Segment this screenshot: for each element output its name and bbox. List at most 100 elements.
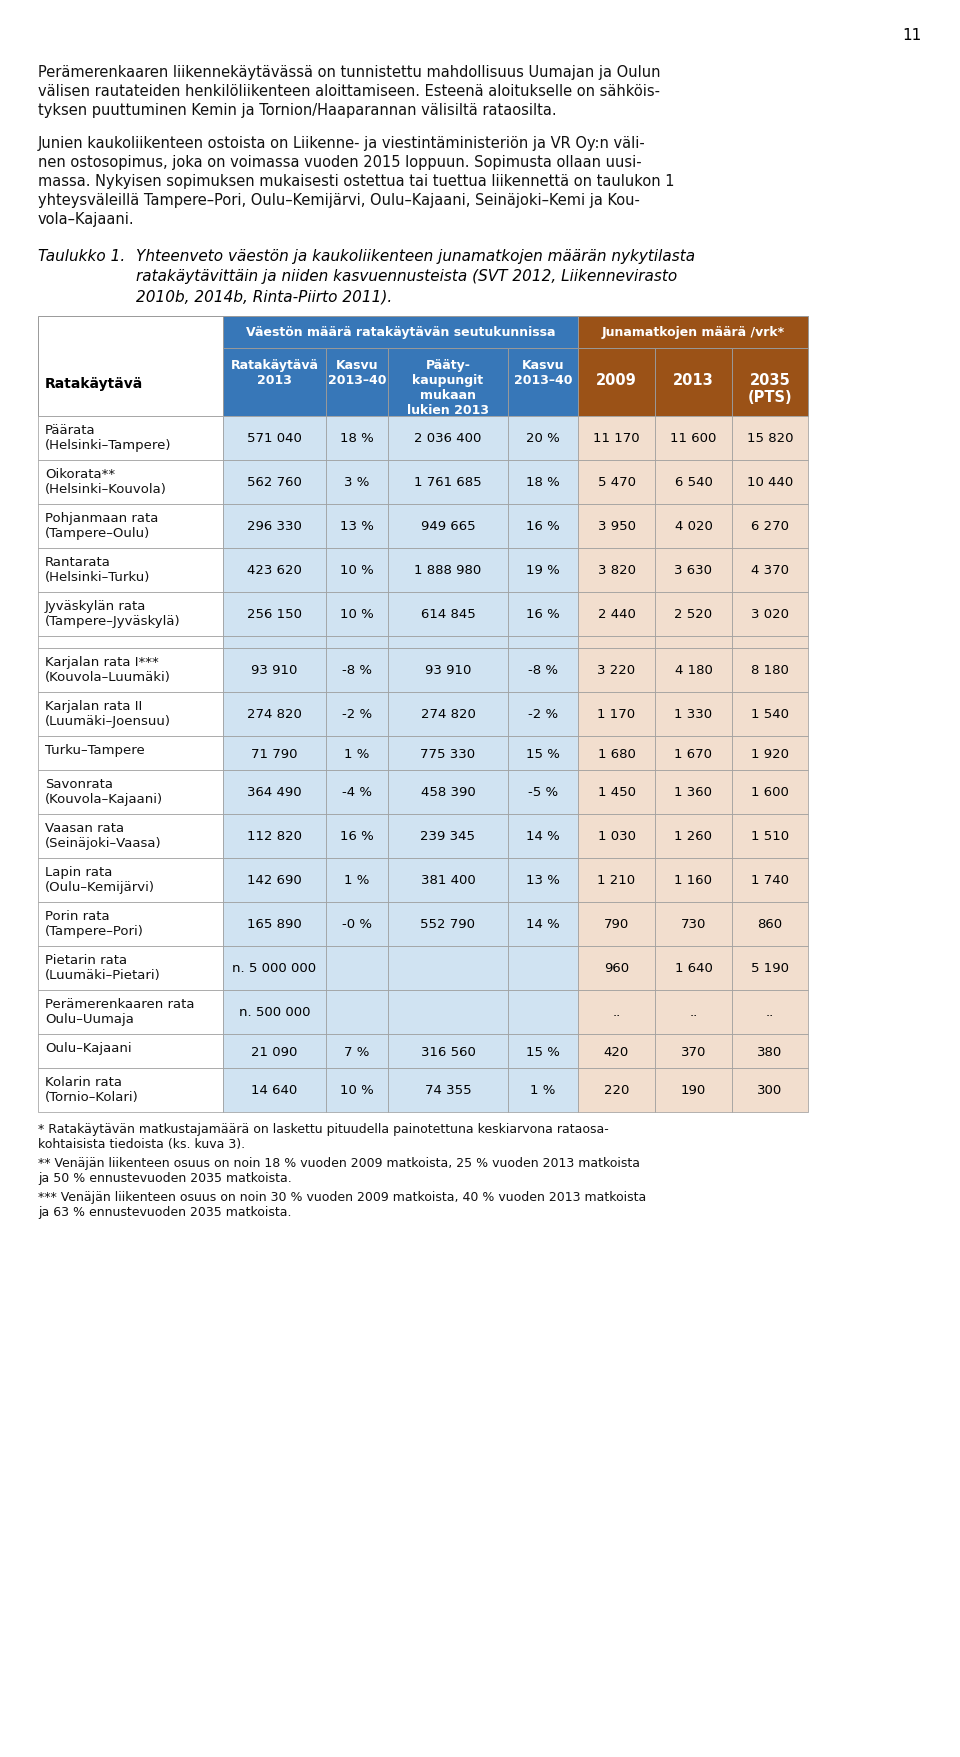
Bar bbox=[578, 947, 655, 991]
Text: massa. Nykyisen sopimuksen mukaisesti ostettua tai tuettua liikennettä on tauluk: massa. Nykyisen sopimuksen mukaisesti os… bbox=[38, 174, 675, 190]
Text: Vaasan rata
(Seinäjoki–Vaasa): Vaasan rata (Seinäjoki–Vaasa) bbox=[45, 822, 161, 850]
Bar bbox=[326, 1035, 388, 1068]
Text: 2013: 2013 bbox=[673, 372, 714, 388]
Bar bbox=[508, 504, 578, 548]
Text: 1 450: 1 450 bbox=[597, 785, 636, 799]
Text: 775 330: 775 330 bbox=[420, 747, 475, 761]
Text: -2 %: -2 % bbox=[528, 708, 558, 720]
Bar bbox=[388, 859, 508, 903]
Bar bbox=[508, 350, 578, 416]
Bar bbox=[223, 859, 326, 903]
Text: Päärata
(Helsinki–Tampere): Päärata (Helsinki–Tampere) bbox=[45, 423, 172, 452]
Text: tyksen puuttuminen Kemin ja Tornion/Haaparannan välisiltä rataosilta.: tyksen puuttuminen Kemin ja Tornion/Haap… bbox=[38, 104, 557, 118]
Text: 112 820: 112 820 bbox=[247, 829, 302, 843]
Bar bbox=[732, 771, 808, 815]
Bar bbox=[508, 903, 578, 947]
Text: *** Venäjän liikenteen osuus on noin 30 % vuoden 2009 matkoista, 40 % vuoden 201: *** Venäjän liikenteen osuus on noin 30 … bbox=[38, 1189, 646, 1204]
Bar bbox=[508, 736, 578, 771]
Bar bbox=[223, 350, 326, 416]
Bar bbox=[326, 592, 388, 636]
Text: Kasvu
2013–40: Kasvu 2013–40 bbox=[514, 358, 572, 387]
Text: 3 950: 3 950 bbox=[597, 520, 636, 532]
Bar bbox=[578, 903, 655, 947]
Bar bbox=[508, 548, 578, 592]
Bar bbox=[732, 548, 808, 592]
Text: Junamatkojen määrä /vrk*: Junamatkojen määrä /vrk* bbox=[601, 325, 784, 339]
Text: 71 790: 71 790 bbox=[252, 747, 298, 761]
Text: 860: 860 bbox=[757, 917, 782, 931]
Text: Karjalan rata I***
(Kouvola–Luumäki): Karjalan rata I*** (Kouvola–Luumäki) bbox=[45, 655, 171, 683]
Bar bbox=[326, 859, 388, 903]
Text: 6 270: 6 270 bbox=[751, 520, 789, 532]
Text: 2009: 2009 bbox=[596, 372, 636, 388]
Bar bbox=[655, 1035, 732, 1068]
Bar bbox=[388, 903, 508, 947]
Text: 1 920: 1 920 bbox=[751, 747, 789, 761]
Bar bbox=[655, 416, 732, 460]
Text: 190: 190 bbox=[681, 1084, 707, 1096]
Text: 16 %: 16 % bbox=[340, 829, 373, 843]
Text: -0 %: -0 % bbox=[342, 917, 372, 931]
Text: 380: 380 bbox=[757, 1045, 782, 1058]
Text: Oikorata**
(Helsinki–Kouvola): Oikorata** (Helsinki–Kouvola) bbox=[45, 467, 167, 495]
Bar bbox=[223, 1035, 326, 1068]
Bar bbox=[223, 636, 326, 648]
Text: ratakäytävittäin ja niiden kasvuennusteista (SVT 2012, Liikennevirasto: ratakäytävittäin ja niiden kasvuennustei… bbox=[136, 269, 677, 285]
Bar bbox=[578, 460, 655, 504]
Bar bbox=[38, 316, 223, 416]
Text: 1 260: 1 260 bbox=[675, 829, 712, 843]
Bar bbox=[732, 416, 808, 460]
Bar bbox=[223, 416, 326, 460]
Bar bbox=[655, 648, 732, 692]
Text: ..: .. bbox=[766, 1007, 774, 1019]
Bar bbox=[388, 648, 508, 692]
Bar bbox=[732, 636, 808, 648]
Bar bbox=[578, 1035, 655, 1068]
Bar bbox=[388, 460, 508, 504]
Text: Karjalan rata II
(Luumäki–Joensuu): Karjalan rata II (Luumäki–Joensuu) bbox=[45, 699, 171, 727]
Bar bbox=[655, 991, 732, 1035]
Text: Jyväskylän rata
(Tampere–Jyväskylä): Jyväskylän rata (Tampere–Jyväskylä) bbox=[45, 599, 180, 627]
Text: 18 %: 18 % bbox=[526, 476, 560, 488]
Text: 11 600: 11 600 bbox=[670, 432, 717, 445]
Text: 296 330: 296 330 bbox=[247, 520, 302, 532]
Bar bbox=[508, 991, 578, 1035]
Text: 3 820: 3 820 bbox=[597, 564, 636, 576]
Text: Pääty-
kaupungit
mukaan
lukien 2013: Pääty- kaupungit mukaan lukien 2013 bbox=[407, 358, 489, 416]
Bar bbox=[326, 736, 388, 771]
Text: välisen rautateiden henkilöliikenteen aloittamiseen. Esteenä aloitukselle on säh: välisen rautateiden henkilöliikenteen al… bbox=[38, 84, 660, 98]
Text: 1 600: 1 600 bbox=[751, 785, 789, 799]
Text: Väestön määrä ratakäytävän seutukunnissa: Väestön määrä ratakäytävän seutukunnissa bbox=[246, 325, 555, 339]
Text: 4 020: 4 020 bbox=[675, 520, 712, 532]
Text: 2035
(PTS): 2035 (PTS) bbox=[748, 372, 792, 406]
Bar bbox=[508, 771, 578, 815]
Bar bbox=[326, 771, 388, 815]
Text: 1 510: 1 510 bbox=[751, 829, 789, 843]
Bar bbox=[326, 636, 388, 648]
Bar bbox=[508, 1035, 578, 1068]
Text: 370: 370 bbox=[681, 1045, 707, 1058]
Bar bbox=[223, 648, 326, 692]
Text: 165 890: 165 890 bbox=[247, 917, 301, 931]
Text: 11 170: 11 170 bbox=[593, 432, 639, 445]
Bar bbox=[326, 903, 388, 947]
Text: 5 190: 5 190 bbox=[751, 961, 789, 975]
Text: 20 %: 20 % bbox=[526, 432, 560, 445]
Text: Lapin rata
(Oulu–Kemijärvi): Lapin rata (Oulu–Kemijärvi) bbox=[45, 866, 155, 894]
Text: 93 910: 93 910 bbox=[425, 664, 471, 676]
Text: 14 640: 14 640 bbox=[252, 1084, 298, 1096]
Bar bbox=[508, 416, 578, 460]
Bar bbox=[508, 648, 578, 692]
Bar bbox=[388, 991, 508, 1035]
Text: 2 036 400: 2 036 400 bbox=[415, 432, 482, 445]
Bar bbox=[655, 460, 732, 504]
Bar bbox=[38, 991, 223, 1035]
Text: 16 %: 16 % bbox=[526, 608, 560, 622]
Text: 1 %: 1 % bbox=[345, 873, 370, 887]
Bar bbox=[388, 350, 508, 416]
Bar bbox=[655, 504, 732, 548]
Bar bbox=[388, 736, 508, 771]
Bar bbox=[655, 771, 732, 815]
Bar bbox=[223, 1068, 326, 1112]
Bar bbox=[732, 504, 808, 548]
